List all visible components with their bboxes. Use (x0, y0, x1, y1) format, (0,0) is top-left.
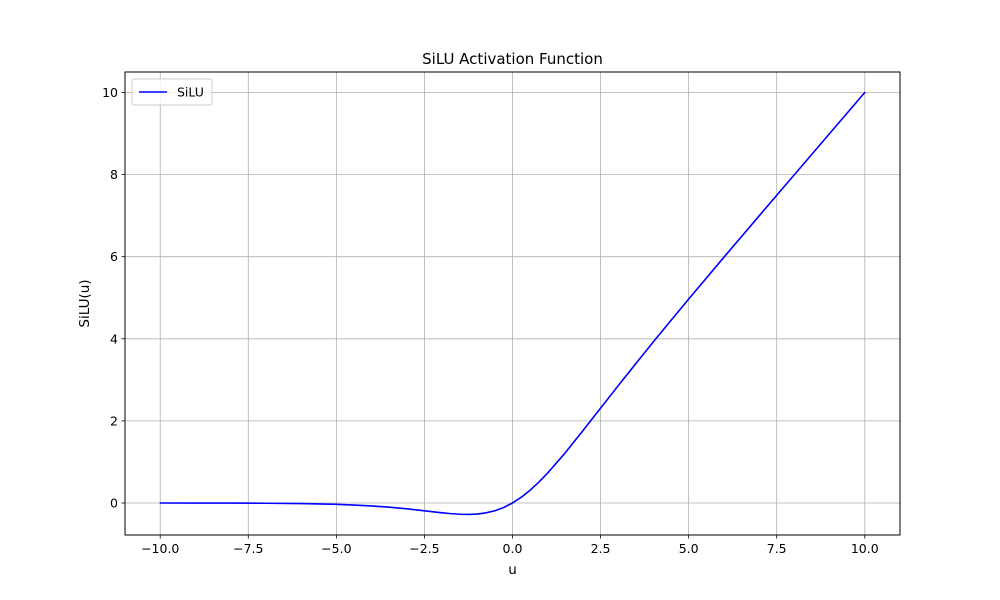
x-tick-label: −2.5 (409, 541, 439, 556)
y-tick-label: 8 (110, 167, 118, 182)
y-tick-label: 0 (110, 495, 118, 510)
x-tick-label: −7.5 (233, 541, 263, 556)
chart-title: SiLU Activation Function (422, 50, 603, 68)
y-tick-label: 2 (110, 413, 118, 428)
x-axis-label: u (508, 562, 517, 578)
x-tick-label: 7.5 (767, 541, 787, 556)
x-tick-label: 2.5 (591, 541, 611, 556)
y-axis-ticks: 0 2 4 6 8 10 (102, 85, 125, 510)
series-layer (159, 91, 866, 516)
series-line-silu (159, 91, 866, 516)
y-tick-label: 6 (110, 249, 118, 264)
x-tick-label: −5.0 (321, 541, 351, 556)
legend: SiLU (131, 78, 213, 106)
legend-box (131, 78, 213, 106)
x-tick-label: −10.0 (141, 541, 179, 556)
x-axis-ticks: −10.0 −7.5 −5.0 −2.5 0.0 2.5 5.0 7.5 10.0 (141, 535, 879, 556)
x-tick-label: 10.0 (851, 541, 879, 556)
x-tick-label: 0.0 (503, 541, 523, 556)
legend-label-silu: SiLU (177, 85, 204, 100)
y-axis-label: SiLU(u) (77, 279, 93, 327)
y-tick-label: 10 (102, 85, 118, 100)
x-tick-label: 5.0 (679, 541, 699, 556)
y-tick-label: 4 (110, 331, 118, 346)
